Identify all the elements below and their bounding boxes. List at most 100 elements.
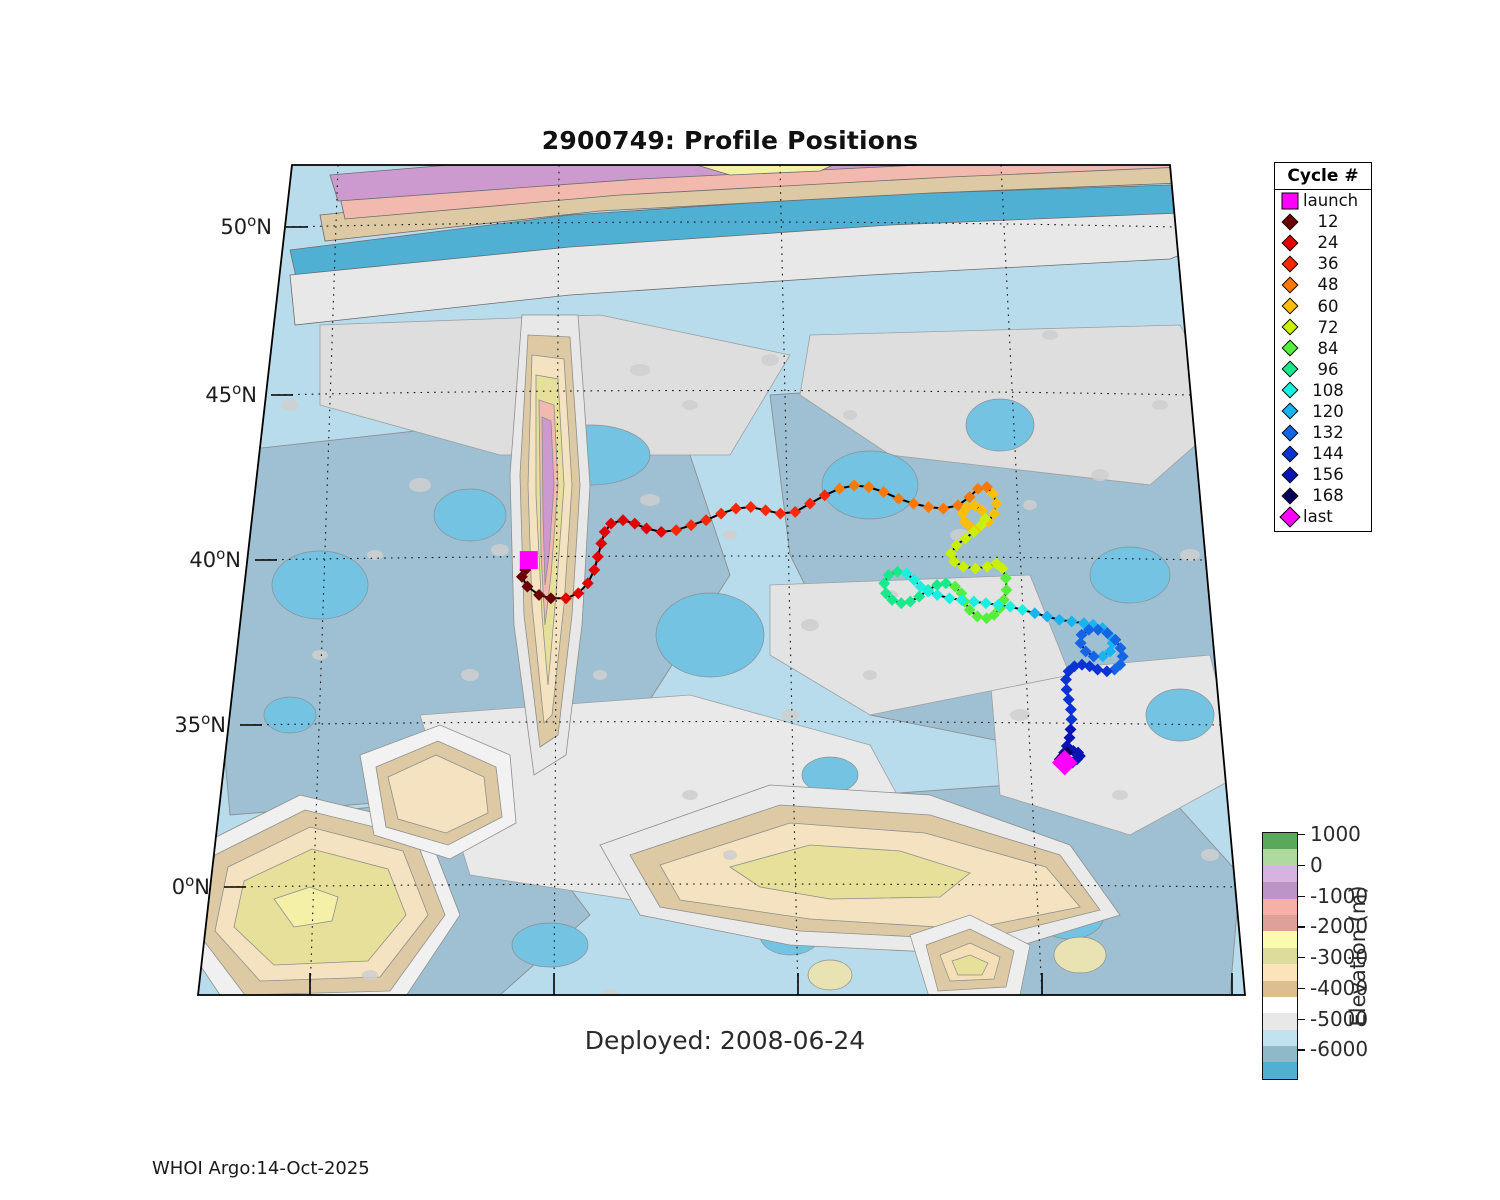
legend-item-96[interactable]: 96 [1275, 359, 1371, 380]
profile-marker[interactable] [774, 507, 787, 520]
profile-marker[interactable] [955, 593, 968, 606]
profile-marker[interactable] [1064, 723, 1077, 736]
profile-marker[interactable] [804, 497, 816, 510]
last-position-marker[interactable] [1051, 749, 1078, 776]
legend-item-108[interactable]: 108 [1275, 380, 1371, 401]
profile-marker[interactable] [980, 481, 993, 493]
profile-marker[interactable] [1062, 693, 1075, 706]
colorbar-axis-label: Elevation (m) [1346, 885, 1370, 1027]
legend-marker-36-icon [1279, 253, 1301, 274]
profile-marker[interactable] [967, 525, 980, 538]
profile-marker[interactable] [969, 562, 982, 575]
profile-marker[interactable] [913, 590, 926, 603]
profile-marker[interactable] [949, 580, 962, 593]
legend-marker-last-icon [1279, 506, 1301, 528]
legend-item-12[interactable]: 12 [1275, 211, 1371, 232]
profile-marker[interactable] [937, 502, 950, 515]
deployed-caption: Deployed: 2008-06-24 [584, 1026, 866, 1055]
profile-marker[interactable] [931, 588, 944, 601]
profile-marker[interactable] [862, 481, 875, 493]
profile-marker[interactable] [515, 570, 528, 583]
legend-item-last[interactable]: last [1275, 506, 1371, 528]
profile-marker[interactable] [972, 482, 984, 495]
elevation-colorbar[interactable]: 1000 0 -1000 -2000 -3000 -4000 -5000 -6000 Elev… [1262, 822, 1402, 1080]
legend-item-36[interactable]: 36 [1275, 253, 1371, 274]
legend-item-launch[interactable]: launch [1275, 190, 1371, 211]
footer-credit: WHOI Argo:14-Oct-2025 [152, 1158, 370, 1179]
profile-marker[interactable] [1060, 683, 1073, 696]
cycle-legend-title: Cycle # [1275, 163, 1371, 190]
launch-marker[interactable] [519, 551, 538, 570]
colorbar-band-14 [1263, 1062, 1297, 1079]
legend-marker-84-icon [1279, 338, 1301, 359]
legend-item-72[interactable]: 72 [1275, 317, 1371, 338]
legend-item-24[interactable]: 24 [1275, 232, 1371, 253]
parallel-40N [254, 555, 1208, 561]
legend-item-84[interactable]: 84 [1275, 338, 1371, 359]
profile-marker[interactable] [877, 486, 890, 498]
lat-label-40N: 40oN [189, 545, 241, 572]
profile-marker[interactable] [744, 501, 757, 513]
profile-marker[interactable] [892, 492, 905, 505]
profile-marker[interactable] [987, 507, 1000, 520]
colorbar-band-5 [1263, 914, 1297, 932]
profile-marker[interactable] [963, 491, 976, 503]
profile-marker[interactable] [963, 603, 976, 616]
colorbar-tick-label--3000: -3000 [1310, 945, 1369, 969]
profile-marker[interactable] [886, 593, 899, 606]
legend-item-168[interactable]: 168 [1275, 485, 1371, 506]
legend-marker-60-icon [1279, 296, 1301, 317]
legend-item-132[interactable]: 132 [1275, 422, 1371, 443]
profile-marker[interactable] [992, 598, 1005, 611]
profile-marker[interactable] [1076, 658, 1088, 671]
profile-marker[interactable] [900, 567, 913, 580]
profile-marker[interactable] [1028, 607, 1041, 620]
map-frame [196, 164, 1246, 996]
profile-marker[interactable] [1016, 603, 1029, 616]
legend-item-156[interactable]: 156 [1275, 464, 1371, 485]
profile-marker[interactable] [715, 507, 728, 520]
profile-marker[interactable] [544, 592, 557, 605]
profile-marker[interactable] [1004, 600, 1017, 613]
profile-marker[interactable] [655, 525, 668, 538]
profile-marker[interactable] [1104, 645, 1117, 658]
aleutian-arc [289, 165, 1245, 326]
colorbar-tick-1000 [1298, 834, 1305, 836]
profile-marker[interactable] [904, 595, 917, 608]
legend-label-96: 96 [1317, 359, 1339, 379]
profile-marker[interactable] [914, 580, 927, 593]
cycle-legend[interactable]: Cycle # launch 12 24 36 48 60 72 84 96 108 120 132 1… [1274, 162, 1372, 532]
legend-item-60[interactable]: 60 [1275, 295, 1371, 316]
profile-marker[interactable] [990, 497, 1003, 510]
legend-label-72: 72 [1317, 317, 1339, 337]
parallel-35N [239, 720, 1223, 726]
profile-marker[interactable] [958, 515, 971, 528]
legend-label-168: 168 [1312, 486, 1344, 506]
lon-label-176E: 176oE [763, 995, 830, 1000]
colorbar-band-11 [1263, 1013, 1297, 1030]
profile-marker[interactable] [987, 487, 999, 500]
colorbar-tick-label-0: 0 [1310, 852, 1323, 877]
profile-marker[interactable] [1065, 615, 1078, 628]
bathymetry-map[interactable]: 50oN 45oN 40oN 35oN 30oN 160oE 168oE 176oE 176o… [170, 155, 1270, 1000]
legend-item-48[interactable]: 48 [1275, 274, 1371, 295]
profile-marker[interactable] [605, 517, 617, 530]
legend-marker-120-icon [1279, 401, 1301, 422]
profile-marker[interactable] [730, 502, 742, 515]
profile-marker[interactable] [967, 595, 980, 608]
profile-marker[interactable] [1065, 713, 1078, 726]
profile-marker[interactable] [950, 539, 963, 552]
colorbar-band-9 [1263, 980, 1297, 997]
legend-item-144[interactable]: 144 [1275, 443, 1371, 464]
profile-marker[interactable] [1101, 627, 1114, 640]
profile-marker[interactable] [907, 497, 920, 510]
profile-marker[interactable] [1064, 703, 1077, 716]
map-panel[interactable]: 50oN 45oN 40oN 35oN 30oN 160oE 168oE 176oE 176o… [170, 155, 1270, 1000]
legend-item-120[interactable]: 120 [1275, 401, 1371, 422]
profile-marker[interactable] [996, 562, 1009, 575]
profile-marker[interactable] [922, 501, 935, 513]
lat-label-30N: 30oN [170, 872, 210, 899]
profile-marker[interactable] [922, 585, 935, 598]
profile-marker[interactable] [833, 482, 846, 495]
profile-marker[interactable] [1100, 665, 1113, 678]
